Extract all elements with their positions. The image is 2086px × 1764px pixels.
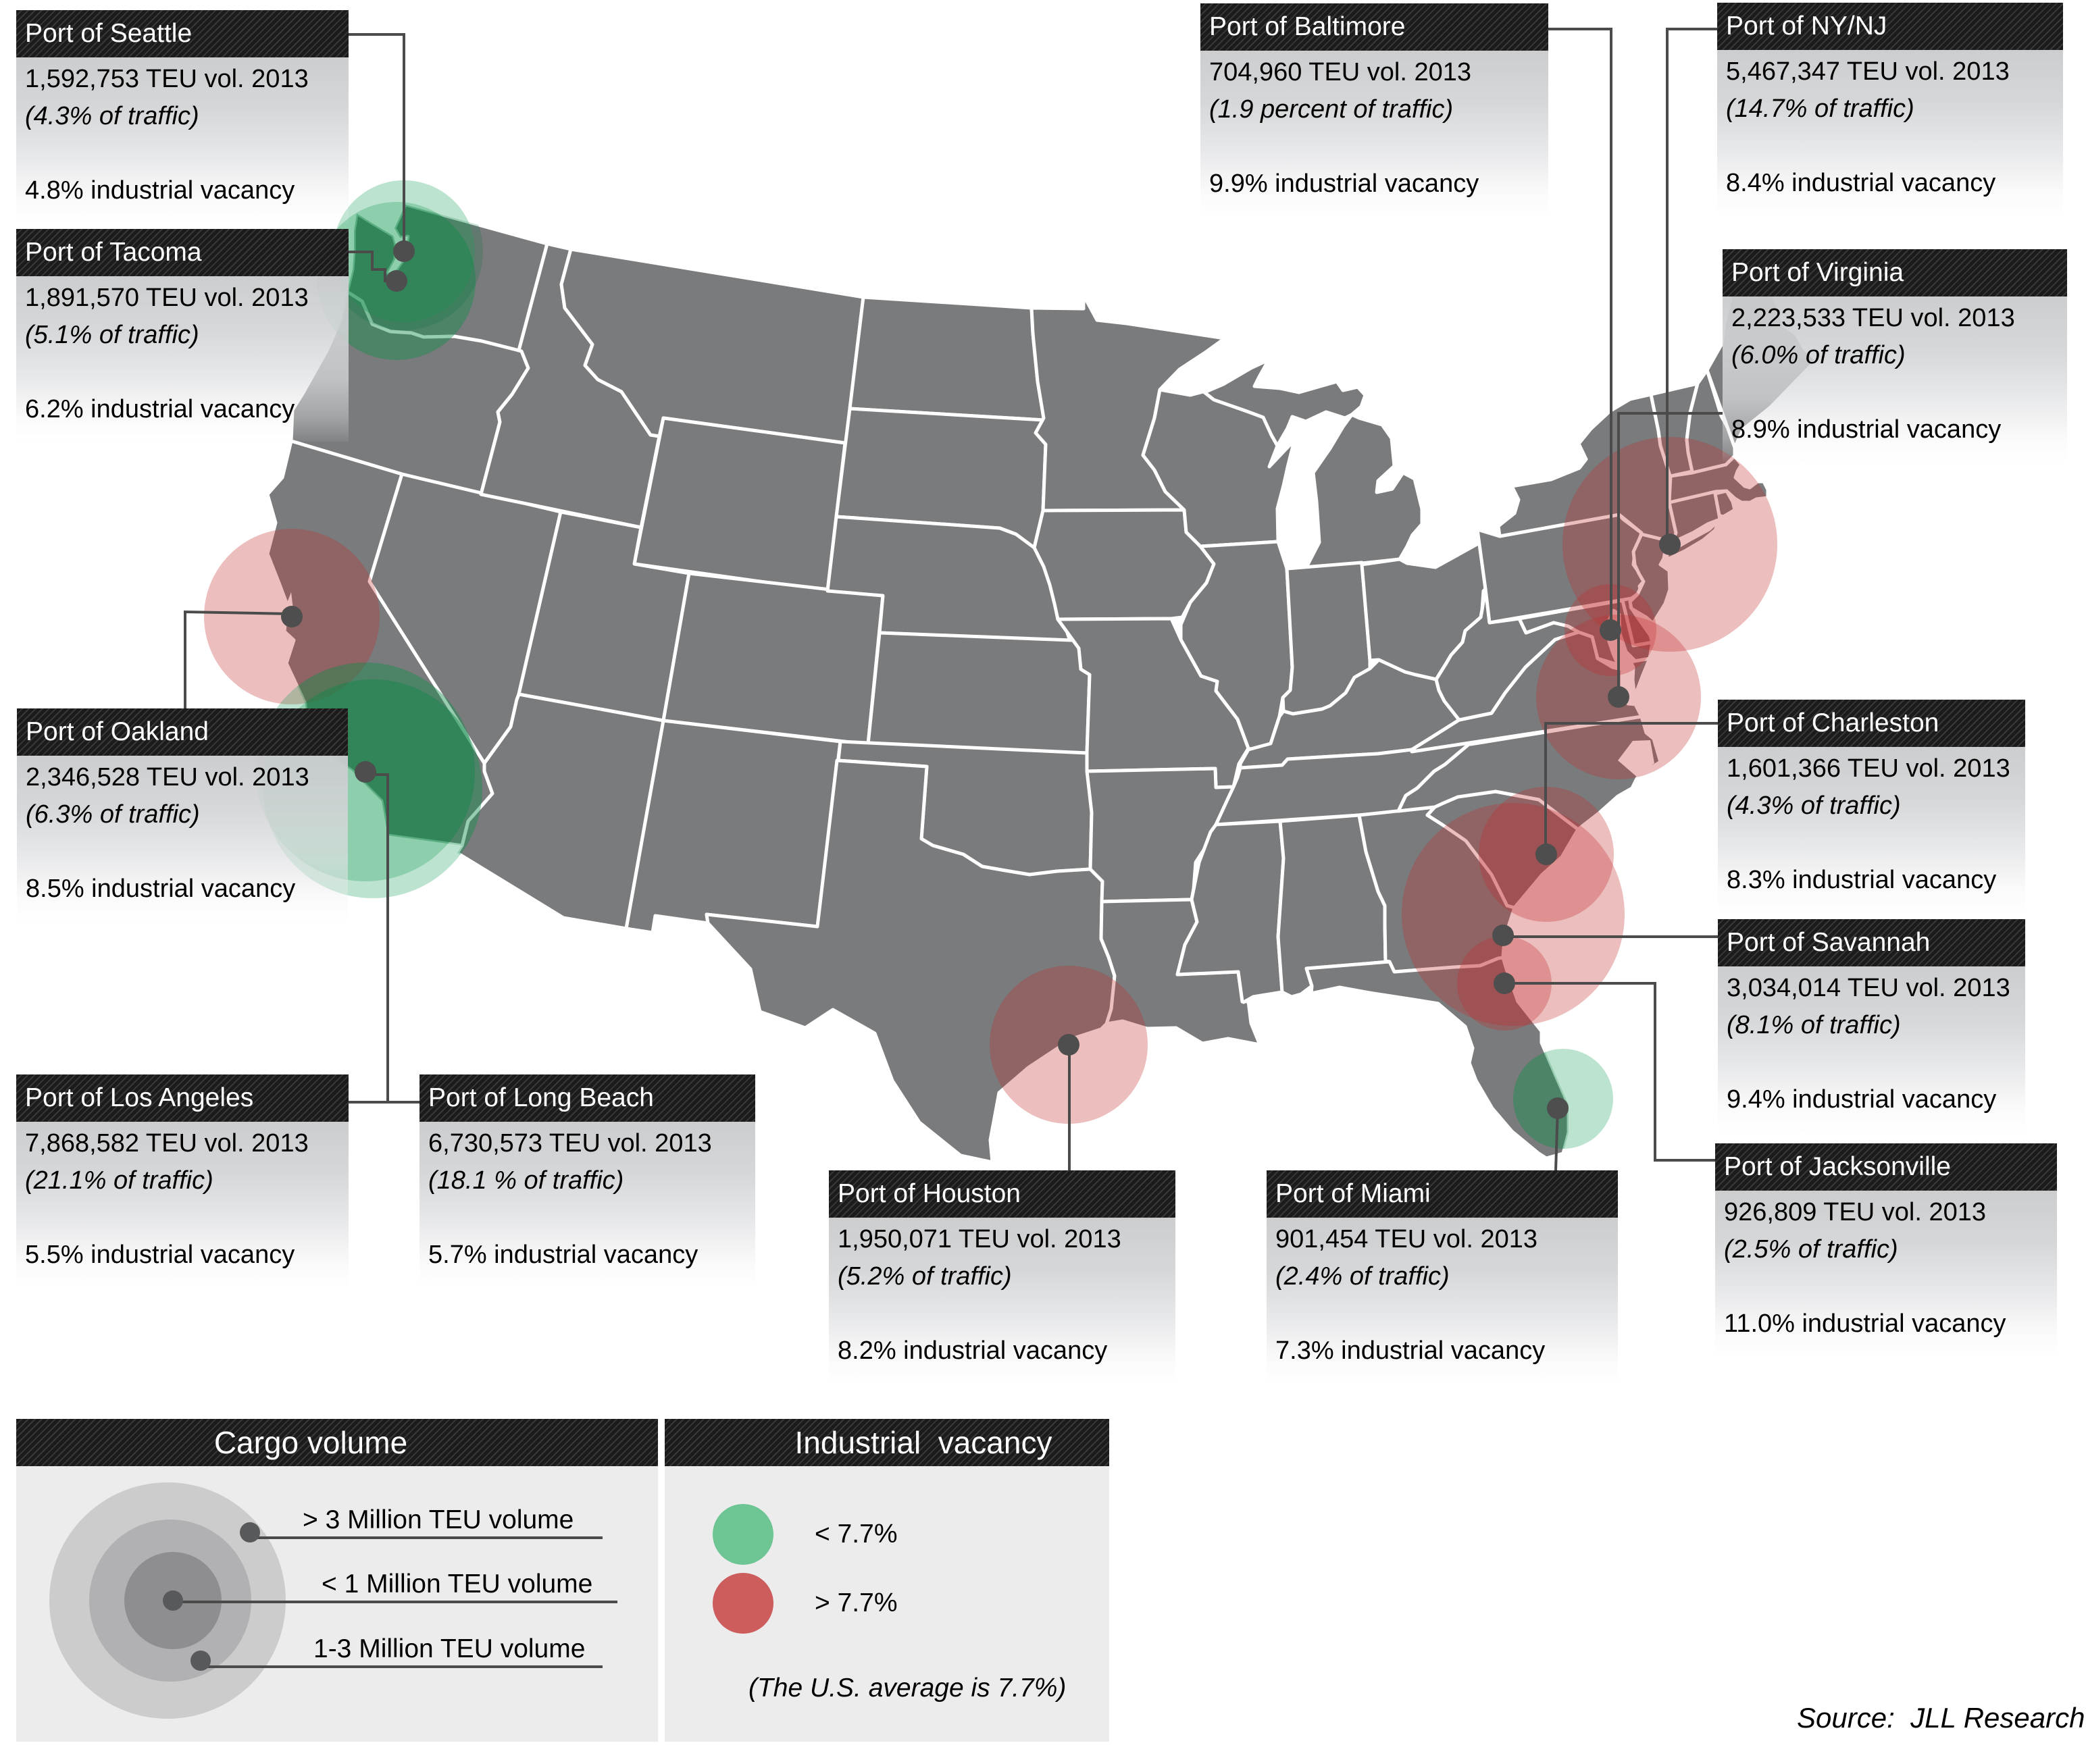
svg-text:< 7.7%: < 7.7% [815,1520,898,1549]
svg-text:> 7.7%: > 7.7% [815,1588,898,1617]
svg-text:< 1 Million TEU volume: < 1 Million TEU volume [322,1570,592,1599]
svg-text:> 3 Million TEU volume: > 3 Million TEU volume [303,1505,574,1534]
svg-text:1-3 Million TEU volume: 1-3 Million TEU volume [313,1634,585,1663]
svg-text:(The U.S. average is 7.7%): (The U.S. average is 7.7%) [748,1674,1066,1703]
